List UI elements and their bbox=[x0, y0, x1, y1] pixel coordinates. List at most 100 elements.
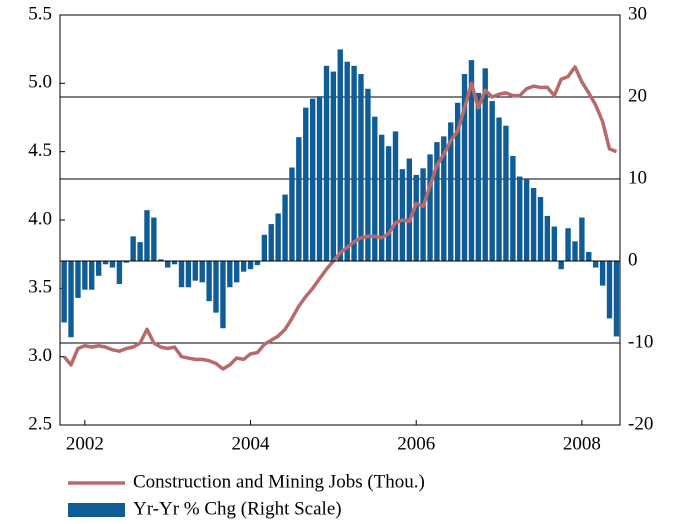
bar bbox=[199, 261, 205, 283]
bar bbox=[475, 92, 482, 262]
bar bbox=[392, 131, 399, 261]
x-tick-label: 2004 bbox=[232, 433, 271, 454]
bar bbox=[61, 261, 67, 323]
bar bbox=[510, 156, 516, 261]
bar bbox=[406, 158, 413, 261]
bar bbox=[144, 210, 150, 261]
bar bbox=[441, 136, 447, 261]
bar bbox=[572, 241, 578, 261]
bar bbox=[102, 261, 109, 265]
bar bbox=[448, 122, 454, 261]
bar bbox=[372, 116, 378, 262]
bar bbox=[330, 71, 337, 261]
legend-swatch bbox=[68, 503, 125, 517]
bar bbox=[254, 261, 261, 266]
bar bbox=[613, 261, 620, 337]
bar bbox=[158, 259, 164, 261]
x-tick-label: 2008 bbox=[563, 433, 601, 454]
bar bbox=[489, 101, 495, 261]
y-tick-label: 3.5 bbox=[28, 277, 52, 298]
bar bbox=[565, 228, 571, 261]
bar bbox=[185, 261, 192, 288]
bar bbox=[130, 236, 136, 261]
bar bbox=[309, 98, 316, 261]
bar bbox=[261, 234, 268, 261]
bar bbox=[558, 261, 564, 270]
y2-tick-label: 10 bbox=[628, 167, 647, 188]
bar bbox=[482, 68, 488, 261]
bar bbox=[213, 261, 219, 313]
bar bbox=[116, 261, 123, 284]
y-tick-label: 4.0 bbox=[28, 208, 52, 229]
bar bbox=[579, 217, 585, 261]
bar bbox=[165, 261, 171, 268]
bar bbox=[606, 261, 613, 319]
bar bbox=[599, 261, 606, 286]
bar bbox=[137, 242, 143, 261]
bar bbox=[434, 142, 440, 261]
bar bbox=[89, 261, 95, 290]
bar bbox=[240, 261, 247, 272]
bar bbox=[109, 261, 116, 268]
y-tick-label: 5.5 bbox=[28, 3, 52, 24]
y-tick-label: 2.5 bbox=[28, 413, 52, 434]
y-tick-label: 4.5 bbox=[28, 140, 52, 161]
bar bbox=[75, 261, 81, 298]
y-tick-label: 5.0 bbox=[28, 72, 52, 93]
y2-tick-label: 0 bbox=[628, 249, 638, 270]
bar bbox=[68, 261, 74, 338]
bar bbox=[220, 261, 226, 329]
bar bbox=[289, 167, 295, 261]
bar bbox=[227, 261, 233, 288]
y2-tick-label: 30 bbox=[628, 3, 647, 24]
bar bbox=[517, 176, 523, 261]
bar bbox=[378, 134, 385, 261]
line bbox=[62, 65, 618, 371]
bar bbox=[503, 125, 509, 261]
legend-label: Construction and Mining Jobs (Thou.) bbox=[133, 471, 425, 492]
bar bbox=[123, 261, 129, 263]
y2-tick-label: -10 bbox=[628, 331, 653, 352]
bar bbox=[344, 61, 350, 261]
bar bbox=[192, 261, 198, 281]
bar bbox=[303, 107, 309, 261]
bar bbox=[593, 261, 599, 268]
bar bbox=[247, 261, 254, 270]
bar bbox=[537, 197, 544, 261]
bar bbox=[454, 102, 461, 262]
bar bbox=[420, 168, 426, 261]
bar bbox=[234, 261, 240, 283]
y-tick-label: 3.0 bbox=[28, 345, 52, 366]
bar bbox=[275, 213, 281, 261]
legend-label: Yr-Yr % Chg (Right Scale) bbox=[133, 498, 342, 519]
bar bbox=[544, 215, 551, 261]
bar bbox=[523, 179, 530, 261]
bar bbox=[399, 169, 406, 261]
bar bbox=[296, 137, 302, 261]
bar bbox=[496, 117, 502, 261]
bar bbox=[268, 224, 274, 261]
bar bbox=[551, 226, 557, 261]
x-tick-label: 2002 bbox=[66, 433, 104, 454]
y2-tick-label: 20 bbox=[628, 85, 647, 106]
bar bbox=[337, 49, 343, 261]
bar bbox=[427, 154, 433, 261]
bar bbox=[413, 174, 419, 261]
bar bbox=[323, 65, 330, 261]
bar bbox=[530, 188, 537, 261]
bar bbox=[316, 96, 323, 262]
bar bbox=[178, 261, 185, 288]
y2-tick-label: -20 bbox=[628, 413, 653, 434]
bar bbox=[151, 217, 157, 261]
bar bbox=[82, 261, 88, 290]
bar bbox=[365, 88, 371, 261]
bar bbox=[586, 251, 592, 261]
bar bbox=[171, 261, 178, 265]
bar bbox=[358, 74, 364, 261]
bar bbox=[351, 65, 357, 261]
bar bbox=[206, 261, 212, 302]
bar bbox=[282, 194, 288, 261]
bar bbox=[461, 74, 468, 261]
bar bbox=[468, 60, 475, 261]
